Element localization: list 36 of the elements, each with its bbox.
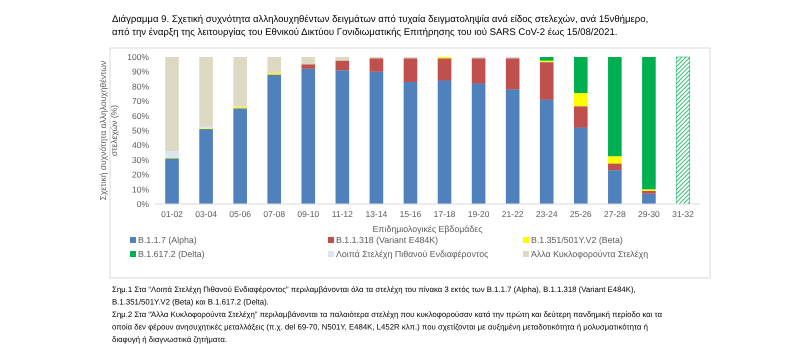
y-tick-label: 60%: [132, 110, 150, 121]
y-tick-label: 30%: [132, 154, 150, 165]
x-tick-label: 31-32: [672, 209, 694, 219]
y-tick-label: 80%: [132, 81, 150, 92]
y-tick-label: 10%: [132, 184, 150, 194]
x-tick-label: 01-02: [161, 209, 184, 219]
x-tick-label: 07-08: [263, 209, 286, 219]
y-tick-label: 0%: [136, 198, 150, 209]
x-tick-label: 15-16: [400, 209, 422, 219]
x-tick-label: 11-12: [332, 209, 354, 219]
x-tick-label: 03-04: [195, 209, 218, 219]
x-tick-label: 13-14: [366, 209, 388, 219]
x-tick-label: 21-22: [502, 209, 524, 219]
legend-label: B.1.1.7 (Alpha): [138, 235, 197, 245]
y-tick-label: 70%: [132, 96, 150, 106]
y-tick-label: 40%: [132, 140, 150, 150]
x-axis-title: Επιδημιολογικές Εβδομάδες: [372, 224, 482, 234]
x-tick-label: 17-18: [434, 209, 456, 219]
y-tick-label: 100%: [127, 52, 150, 62]
x-tick-label: 27-28: [604, 209, 626, 219]
x-tick-label: 25-26: [570, 209, 592, 219]
legend-label: B.1.351/501Y.V2 (Beta): [531, 235, 623, 245]
y-tick-label: 50%: [132, 125, 150, 136]
y-tick-label: 90%: [132, 66, 150, 77]
y-axis-title: Σχετική συχνότητα αλληλουχηθέντων στελεχών (%): [98, 60, 119, 200]
x-tick-label: 19-20: [468, 209, 490, 219]
x-tick-label: 09-10: [297, 209, 320, 219]
y-tick-label: 20%: [132, 170, 150, 180]
x-tick-label: 29-30: [638, 209, 660, 219]
legend-label: Λοιπά Στελέχη Πιθανού Ενδιαφέροντος: [336, 249, 488, 259]
chart-title: Διάγραμμα 9. Σχετική συχνότητα αλληλουχηθέντων δειγμάτων από τυχαία δειγματοληψία ανά είδος στελεχών, ανά 15νθήμερο, από την έναρξη της λειτουργίας του Εθνικού Δικτύου Γονιδιωματικής Επιτήρησης του ιού SARS CoV-2 έως 15/08/2021.: [112, 14, 648, 38]
x-tick-label: 23-24: [536, 209, 558, 219]
legend-label: B.1.1.318 (Variant E484K): [336, 235, 438, 245]
legend-label: B.1.617.2 (Delta): [138, 249, 205, 259]
x-tick-label: 05-06: [229, 209, 252, 219]
legend-label: Άλλα Κυκλοφορούντα Στελέχη: [531, 249, 648, 259]
